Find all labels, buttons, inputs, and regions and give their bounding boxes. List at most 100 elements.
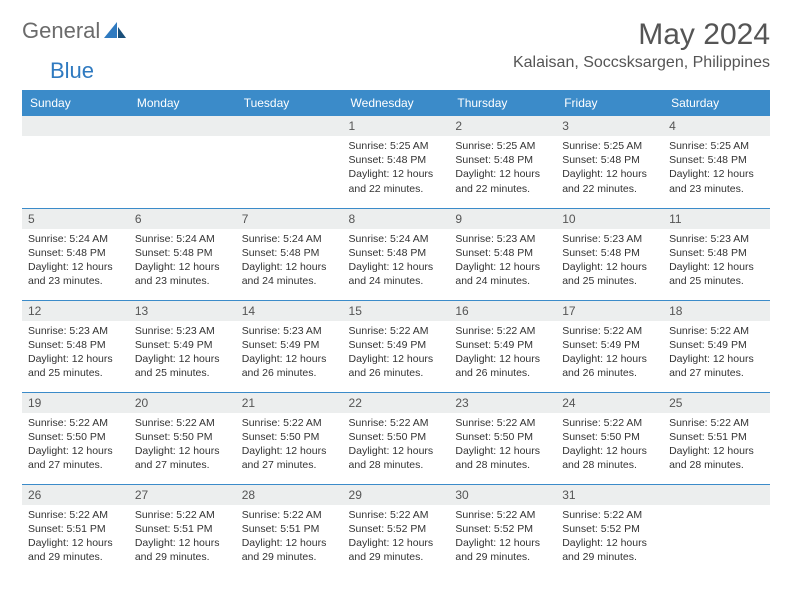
day-info: Sunrise: 5:24 AMSunset: 5:48 PMDaylight:… bbox=[236, 229, 343, 292]
calendar-day-cell: 21Sunrise: 5:22 AMSunset: 5:50 PMDayligh… bbox=[236, 392, 343, 484]
calendar-day-cell: 10Sunrise: 5:23 AMSunset: 5:48 PMDayligh… bbox=[556, 208, 663, 300]
weekday-header: Wednesday bbox=[343, 90, 450, 116]
day-number: 21 bbox=[236, 393, 343, 413]
day-info: Sunrise: 5:22 AMSunset: 5:50 PMDaylight:… bbox=[343, 413, 450, 476]
calendar-day-cell: 12Sunrise: 5:23 AMSunset: 5:48 PMDayligh… bbox=[22, 300, 129, 392]
day-number: 10 bbox=[556, 209, 663, 229]
calendar-day-cell: 22Sunrise: 5:22 AMSunset: 5:50 PMDayligh… bbox=[343, 392, 450, 484]
calendar-day-cell: 28Sunrise: 5:22 AMSunset: 5:51 PMDayligh… bbox=[236, 484, 343, 576]
calendar-day-cell bbox=[129, 116, 236, 208]
calendar-day-cell: 29Sunrise: 5:22 AMSunset: 5:52 PMDayligh… bbox=[343, 484, 450, 576]
day-number: 20 bbox=[129, 393, 236, 413]
day-number: 15 bbox=[343, 301, 450, 321]
day-info: Sunrise: 5:23 AMSunset: 5:49 PMDaylight:… bbox=[129, 321, 236, 384]
weekday-header: Sunday bbox=[22, 90, 129, 116]
day-info: Sunrise: 5:23 AMSunset: 5:48 PMDaylight:… bbox=[449, 229, 556, 292]
day-number: 7 bbox=[236, 209, 343, 229]
day-info: Sunrise: 5:22 AMSunset: 5:49 PMDaylight:… bbox=[663, 321, 770, 384]
calendar-day-cell bbox=[22, 116, 129, 208]
day-number: 9 bbox=[449, 209, 556, 229]
day-number: 18 bbox=[663, 301, 770, 321]
day-number: 26 bbox=[22, 485, 129, 505]
day-number: 29 bbox=[343, 485, 450, 505]
day-info: Sunrise: 5:22 AMSunset: 5:50 PMDaylight:… bbox=[129, 413, 236, 476]
calendar-week-row: 12Sunrise: 5:23 AMSunset: 5:48 PMDayligh… bbox=[22, 300, 770, 392]
day-info: Sunrise: 5:22 AMSunset: 5:51 PMDaylight:… bbox=[663, 413, 770, 476]
day-info: Sunrise: 5:22 AMSunset: 5:52 PMDaylight:… bbox=[343, 505, 450, 568]
day-info: Sunrise: 5:25 AMSunset: 5:48 PMDaylight:… bbox=[449, 136, 556, 199]
day-number-empty bbox=[22, 116, 129, 136]
day-info: Sunrise: 5:22 AMSunset: 5:50 PMDaylight:… bbox=[556, 413, 663, 476]
calendar-week-row: 5Sunrise: 5:24 AMSunset: 5:48 PMDaylight… bbox=[22, 208, 770, 300]
month-title: May 2024 bbox=[513, 18, 770, 52]
day-number: 12 bbox=[22, 301, 129, 321]
location: Kalaisan, Soccsksargen, Philippines bbox=[513, 54, 770, 72]
calendar-day-cell: 2Sunrise: 5:25 AMSunset: 5:48 PMDaylight… bbox=[449, 116, 556, 208]
day-info: Sunrise: 5:23 AMSunset: 5:48 PMDaylight:… bbox=[22, 321, 129, 384]
day-number: 16 bbox=[449, 301, 556, 321]
calendar-day-cell bbox=[663, 484, 770, 576]
day-number: 22 bbox=[343, 393, 450, 413]
calendar-day-cell: 6Sunrise: 5:24 AMSunset: 5:48 PMDaylight… bbox=[129, 208, 236, 300]
day-info: Sunrise: 5:22 AMSunset: 5:49 PMDaylight:… bbox=[556, 321, 663, 384]
calendar-day-cell: 3Sunrise: 5:25 AMSunset: 5:48 PMDaylight… bbox=[556, 116, 663, 208]
calendar-day-cell: 15Sunrise: 5:22 AMSunset: 5:49 PMDayligh… bbox=[343, 300, 450, 392]
day-number: 11 bbox=[663, 209, 770, 229]
calendar-day-cell: 13Sunrise: 5:23 AMSunset: 5:49 PMDayligh… bbox=[129, 300, 236, 392]
day-info: Sunrise: 5:22 AMSunset: 5:52 PMDaylight:… bbox=[449, 505, 556, 568]
day-info: Sunrise: 5:24 AMSunset: 5:48 PMDaylight:… bbox=[129, 229, 236, 292]
calendar-day-cell: 4Sunrise: 5:25 AMSunset: 5:48 PMDaylight… bbox=[663, 116, 770, 208]
day-info: Sunrise: 5:22 AMSunset: 5:51 PMDaylight:… bbox=[22, 505, 129, 568]
calendar-day-cell: 20Sunrise: 5:22 AMSunset: 5:50 PMDayligh… bbox=[129, 392, 236, 484]
day-number: 23 bbox=[449, 393, 556, 413]
day-info: Sunrise: 5:22 AMSunset: 5:51 PMDaylight:… bbox=[129, 505, 236, 568]
calendar-day-cell: 16Sunrise: 5:22 AMSunset: 5:49 PMDayligh… bbox=[449, 300, 556, 392]
weekday-header: Saturday bbox=[663, 90, 770, 116]
calendar-day-cell: 23Sunrise: 5:22 AMSunset: 5:50 PMDayligh… bbox=[449, 392, 556, 484]
day-number: 8 bbox=[343, 209, 450, 229]
day-number-empty bbox=[236, 116, 343, 136]
calendar-table: SundayMondayTuesdayWednesdayThursdayFrid… bbox=[22, 90, 770, 576]
calendar-day-cell: 26Sunrise: 5:22 AMSunset: 5:51 PMDayligh… bbox=[22, 484, 129, 576]
day-number: 13 bbox=[129, 301, 236, 321]
day-info: Sunrise: 5:24 AMSunset: 5:48 PMDaylight:… bbox=[22, 229, 129, 292]
day-number: 28 bbox=[236, 485, 343, 505]
logo-text-2: Blue bbox=[50, 58, 94, 84]
calendar-day-cell: 7Sunrise: 5:24 AMSunset: 5:48 PMDaylight… bbox=[236, 208, 343, 300]
day-info: Sunrise: 5:23 AMSunset: 5:48 PMDaylight:… bbox=[556, 229, 663, 292]
calendar-week-row: 19Sunrise: 5:22 AMSunset: 5:50 PMDayligh… bbox=[22, 392, 770, 484]
calendar-week-row: 26Sunrise: 5:22 AMSunset: 5:51 PMDayligh… bbox=[22, 484, 770, 576]
weekday-header: Friday bbox=[556, 90, 663, 116]
day-info: Sunrise: 5:22 AMSunset: 5:49 PMDaylight:… bbox=[449, 321, 556, 384]
weekday-header: Tuesday bbox=[236, 90, 343, 116]
calendar-day-cell: 31Sunrise: 5:22 AMSunset: 5:52 PMDayligh… bbox=[556, 484, 663, 576]
calendar-day-cell bbox=[236, 116, 343, 208]
day-number-empty bbox=[129, 116, 236, 136]
day-info: Sunrise: 5:25 AMSunset: 5:48 PMDaylight:… bbox=[343, 136, 450, 199]
day-number: 4 bbox=[663, 116, 770, 136]
day-info: Sunrise: 5:23 AMSunset: 5:48 PMDaylight:… bbox=[663, 229, 770, 292]
calendar-day-cell: 1Sunrise: 5:25 AMSunset: 5:48 PMDaylight… bbox=[343, 116, 450, 208]
calendar-body: 1Sunrise: 5:25 AMSunset: 5:48 PMDaylight… bbox=[22, 116, 770, 576]
logo-sail-icon bbox=[104, 22, 126, 40]
day-info: Sunrise: 5:25 AMSunset: 5:48 PMDaylight:… bbox=[556, 136, 663, 199]
day-number: 19 bbox=[22, 393, 129, 413]
day-info: Sunrise: 5:22 AMSunset: 5:51 PMDaylight:… bbox=[236, 505, 343, 568]
day-info: Sunrise: 5:24 AMSunset: 5:48 PMDaylight:… bbox=[343, 229, 450, 292]
logo: General bbox=[22, 18, 128, 44]
calendar-day-cell: 25Sunrise: 5:22 AMSunset: 5:51 PMDayligh… bbox=[663, 392, 770, 484]
calendar-week-row: 1Sunrise: 5:25 AMSunset: 5:48 PMDaylight… bbox=[22, 116, 770, 208]
calendar-day-cell: 9Sunrise: 5:23 AMSunset: 5:48 PMDaylight… bbox=[449, 208, 556, 300]
day-number: 3 bbox=[556, 116, 663, 136]
calendar-head: SundayMondayTuesdayWednesdayThursdayFrid… bbox=[22, 90, 770, 116]
calendar-page: General May 2024 Kalaisan, Soccsksargen,… bbox=[0, 0, 792, 594]
calendar-day-cell: 19Sunrise: 5:22 AMSunset: 5:50 PMDayligh… bbox=[22, 392, 129, 484]
day-info: Sunrise: 5:22 AMSunset: 5:52 PMDaylight:… bbox=[556, 505, 663, 568]
day-number: 27 bbox=[129, 485, 236, 505]
day-info: Sunrise: 5:23 AMSunset: 5:49 PMDaylight:… bbox=[236, 321, 343, 384]
weekday-header: Thursday bbox=[449, 90, 556, 116]
title-block: May 2024 Kalaisan, Soccsksargen, Philipp… bbox=[513, 18, 770, 72]
day-number: 2 bbox=[449, 116, 556, 136]
calendar-day-cell: 24Sunrise: 5:22 AMSunset: 5:50 PMDayligh… bbox=[556, 392, 663, 484]
day-number: 24 bbox=[556, 393, 663, 413]
